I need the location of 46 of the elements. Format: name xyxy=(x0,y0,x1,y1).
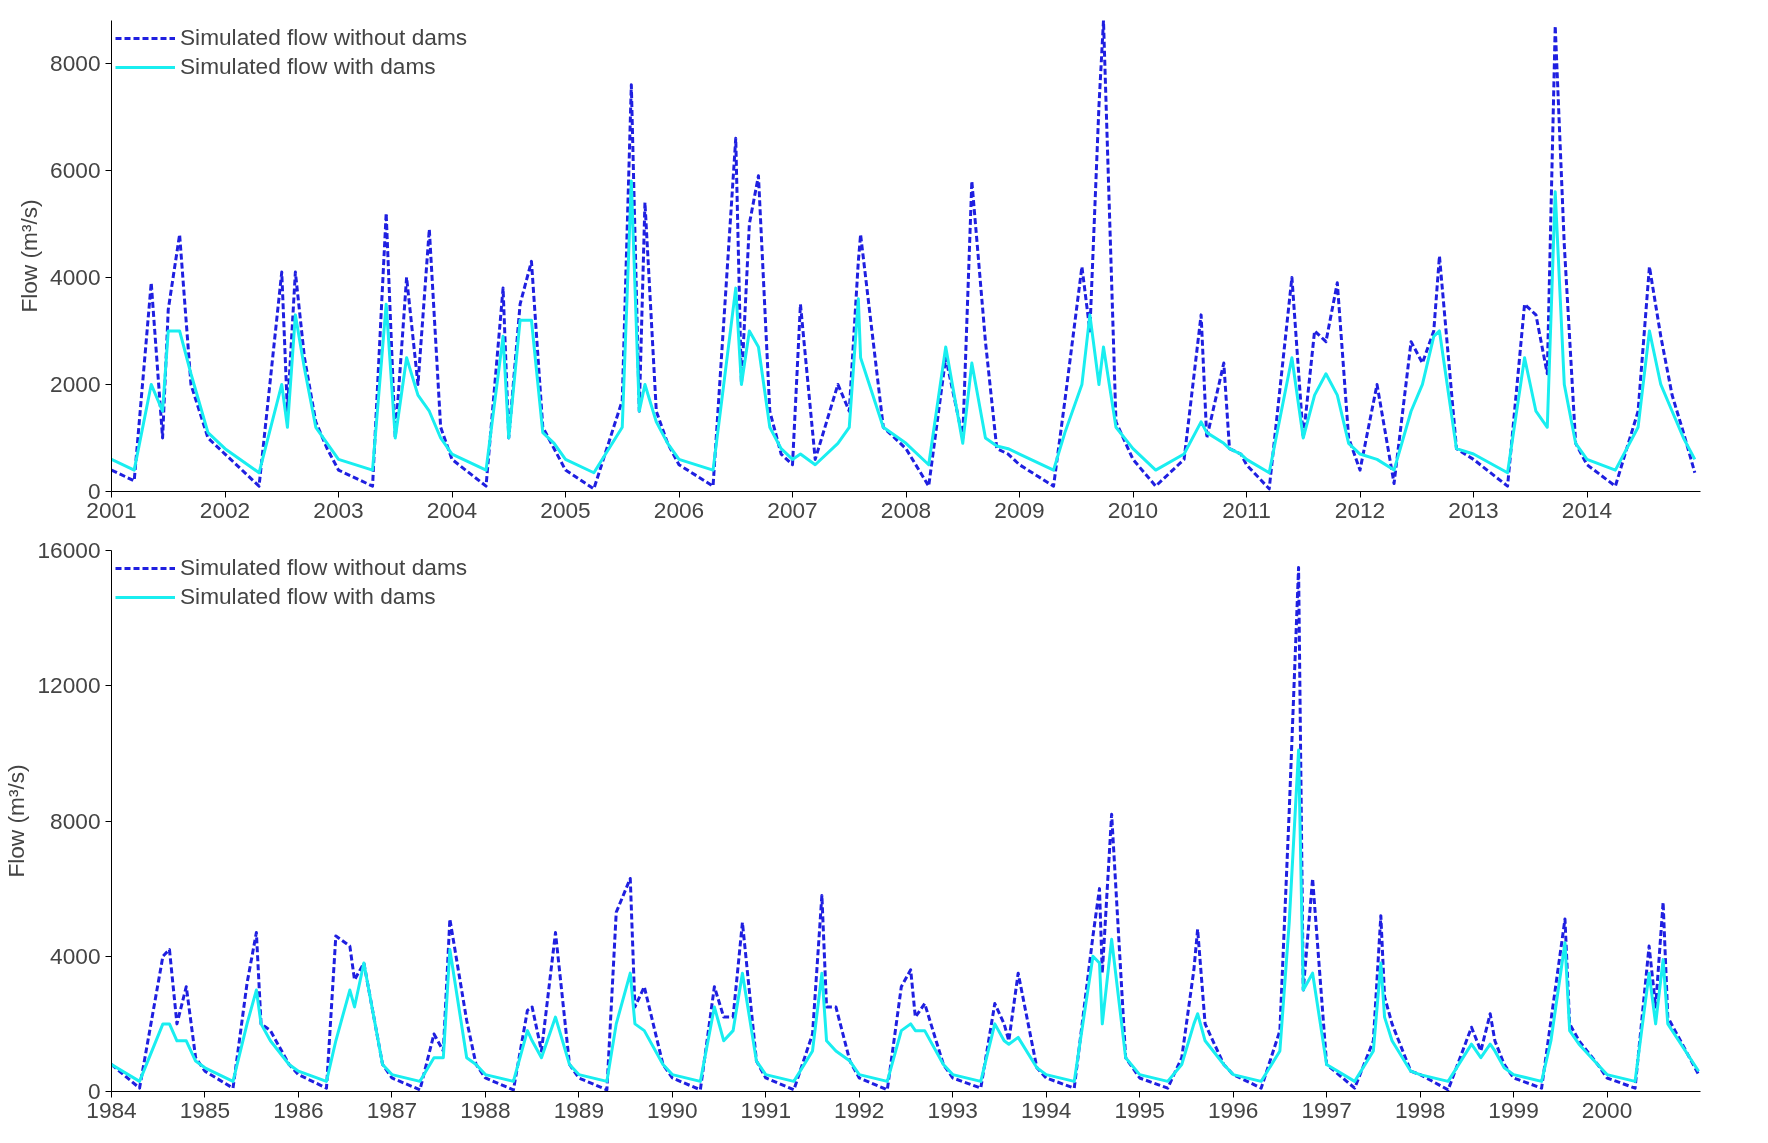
x-tick-label: 1999 xyxy=(1488,1096,1539,1123)
y-tick-label: 8000 xyxy=(50,807,101,834)
legend-label: Simulated flow with dams xyxy=(180,53,436,80)
x-tick-label: 2009 xyxy=(994,496,1045,523)
legend-label: Simulated flow without dams xyxy=(180,24,468,51)
y-tick-label: 12000 xyxy=(37,672,101,699)
y-axis-title: Flow (m³/s) xyxy=(3,764,30,878)
x-tick-label: 2011 xyxy=(1222,496,1271,523)
x-tick-label: 1998 xyxy=(1394,1096,1446,1123)
x-tick-label: 2010 xyxy=(1107,496,1159,523)
y-tick-label: 16000 xyxy=(37,537,101,563)
x-tick-label: 2007 xyxy=(767,496,818,523)
x-tick-label: 1987 xyxy=(366,1096,418,1123)
x-tick-label: 1991 xyxy=(740,1096,791,1123)
x-tick-label: 2013 xyxy=(1448,496,1499,523)
x-tick-label: 2000 xyxy=(1581,1096,1633,1123)
x-tick-label: 1985 xyxy=(179,1096,231,1123)
line-series xyxy=(111,179,1697,475)
x-tick-label: 1990 xyxy=(647,1096,698,1123)
x-tick-label: 1995 xyxy=(1114,1096,1165,1123)
x-tick-label: 2005 xyxy=(540,496,591,523)
x-tick-label: 2012 xyxy=(1334,496,1386,523)
legend-label: Simulated flow without dams xyxy=(180,554,468,581)
x-tick-label: 1992 xyxy=(834,1096,885,1123)
x-tick-label: 1997 xyxy=(1301,1096,1352,1123)
x-tick-label: 1996 xyxy=(1207,1096,1259,1123)
x-tick-label: 2002 xyxy=(199,496,251,523)
x-tick-label: 2006 xyxy=(653,496,705,523)
x-tick-label: 1993 xyxy=(927,1096,978,1123)
line-series xyxy=(111,20,1697,491)
y-tick-label: 4000 xyxy=(50,263,101,290)
x-tick-label: 2014 xyxy=(1561,496,1613,523)
x-tick-label: 1994 xyxy=(1021,1096,1072,1123)
x-tick-label: 2004 xyxy=(426,496,478,523)
y-tick-label: 4000 xyxy=(50,942,101,969)
legend-label: Simulated flow with dams xyxy=(180,583,436,610)
x-tick-label: 1988 xyxy=(460,1096,511,1123)
y-tick-label: 6000 xyxy=(50,156,101,183)
x-tick-label: 2003 xyxy=(313,496,364,523)
y-tick-label: 8000 xyxy=(50,49,101,76)
x-tick-label: 1986 xyxy=(273,1096,324,1123)
x-tick-label: 1989 xyxy=(553,1096,605,1123)
y-tick-label: 2000 xyxy=(50,370,101,397)
y-axis-title: Flow (m³/s) xyxy=(16,199,43,313)
x-tick-label: 2008 xyxy=(880,496,932,523)
line-series xyxy=(111,748,1701,1083)
